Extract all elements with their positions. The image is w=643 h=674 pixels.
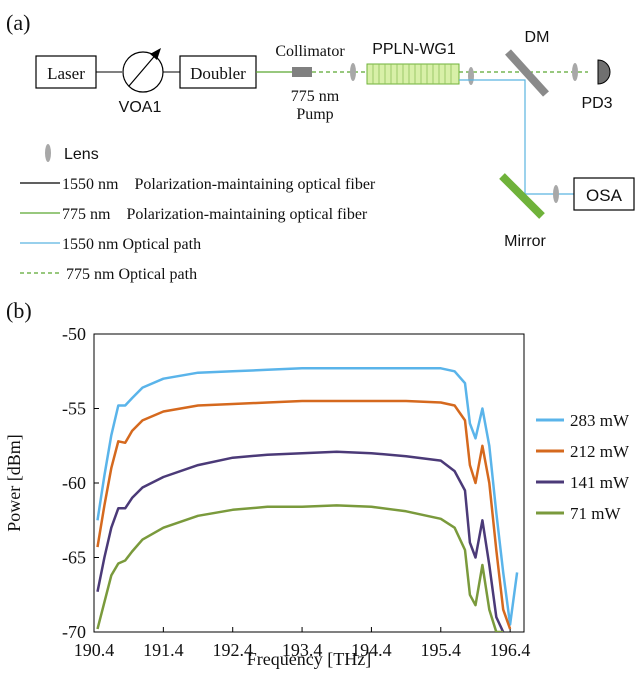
ppln-waveguide xyxy=(366,63,460,85)
mirror-label: Mirror xyxy=(504,233,546,250)
legend-fiber-1550-label: 1550 nm Polarization-maintaining optical… xyxy=(62,176,376,193)
lens-1 xyxy=(350,63,356,81)
x-tick-label: 192.4 xyxy=(212,640,253,660)
collimator xyxy=(292,67,312,77)
lens-2 xyxy=(468,67,474,85)
x-tick-label: 190.4 xyxy=(74,640,115,660)
voa-arrow xyxy=(128,51,159,87)
series-line-283-mw xyxy=(96,367,519,626)
dm-label: DM xyxy=(525,29,550,46)
legend-label: 283 mW xyxy=(570,411,630,430)
panel-a-label: (a) xyxy=(6,10,30,35)
osa-box xyxy=(573,177,635,211)
y-tick-label: -50 xyxy=(62,324,86,344)
y-axis-label: Power [dBm] xyxy=(4,434,24,532)
y-tick-label: -70 xyxy=(62,622,86,642)
series-line-212-mw xyxy=(96,399,512,630)
voa-arrowhead-icon xyxy=(150,48,161,60)
photodetector-icon xyxy=(597,59,611,85)
lens-4 xyxy=(553,185,559,203)
lens-3 xyxy=(572,63,578,81)
legend-path-1550-label: 1550 nm Optical path xyxy=(62,236,201,253)
x-tick-label: 194.4 xyxy=(351,640,392,660)
panel-b-label: (b) xyxy=(6,298,32,323)
legend-label: 212 mW xyxy=(570,442,630,461)
y-tick-label: -60 xyxy=(62,473,86,493)
series-line-71-mw xyxy=(96,504,504,632)
voa-label: VOA1 xyxy=(119,99,162,116)
pump-label: Pump xyxy=(296,106,333,123)
collimator-label: Collimator xyxy=(275,43,345,60)
legend-label: 141 mW xyxy=(570,473,630,492)
x-axis-label: Frequency [THz] xyxy=(247,649,371,669)
x-tick-label: 196.4 xyxy=(490,640,531,660)
mirror xyxy=(499,173,545,219)
legend-path-775-label: 775 nm Optical path xyxy=(66,266,197,283)
doubler-box xyxy=(179,55,257,89)
legend-fiber-775-label: 775 nm Polarization-maintaining optical … xyxy=(62,206,368,223)
osa-label: OSA xyxy=(586,186,623,205)
legend-label: 71 mW xyxy=(570,504,621,523)
x-tick-label: 195.4 xyxy=(421,640,462,660)
spectrum-chart: -50 -55 -60 -65 -70 190.4 191.4 192.4 193.4 194.… xyxy=(4,324,630,669)
doubler-label: Doubler xyxy=(190,64,246,83)
x-tick-label: 193.4 xyxy=(282,640,323,660)
pump-wavelength: 775 nm xyxy=(291,88,340,105)
dichroic-mirror xyxy=(505,49,549,97)
laser-label: Laser xyxy=(47,64,85,83)
series-line-141-mw xyxy=(96,450,505,632)
y-tick-label: -55 xyxy=(62,399,86,419)
path-1550-main xyxy=(459,79,574,195)
pd-label: PD3 xyxy=(581,95,612,112)
x-tick-label: 191.4 xyxy=(143,640,184,660)
y-tick-label: -65 xyxy=(62,548,86,568)
ppln-label: PPLN-WG1 xyxy=(372,41,456,58)
legend-lens-icon xyxy=(45,144,51,162)
laser-box xyxy=(35,55,97,89)
legend-lens-label: Lens xyxy=(64,146,99,163)
